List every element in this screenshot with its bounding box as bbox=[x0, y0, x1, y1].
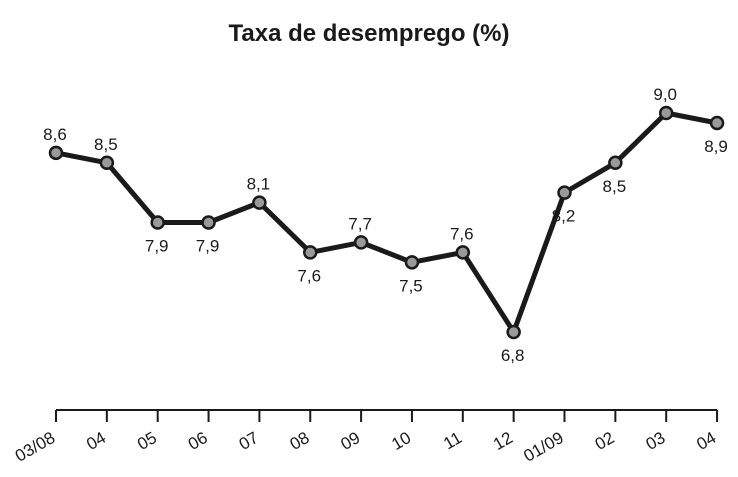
data-point bbox=[303, 245, 318, 260]
chart-title: Taxa de desemprego (%) bbox=[229, 20, 510, 47]
x-tick-label: 04 bbox=[693, 428, 719, 454]
data-label: 8,9 bbox=[704, 137, 728, 156]
data-point bbox=[201, 215, 216, 230]
data-label: 7,6 bbox=[450, 224, 474, 243]
data-point bbox=[608, 155, 623, 171]
x-tick-label: 12 bbox=[490, 428, 516, 454]
data-point bbox=[557, 185, 572, 200]
data-point bbox=[506, 324, 521, 340]
x-tick-label: 10 bbox=[388, 428, 414, 454]
series bbox=[48, 105, 725, 340]
x-tick-label: 11 bbox=[440, 428, 465, 453]
data-point bbox=[99, 155, 115, 171]
x-tick-label: 04 bbox=[83, 428, 109, 454]
x-tick-label: 07 bbox=[236, 428, 262, 454]
data-label: 8,1 bbox=[247, 175, 271, 194]
data-point bbox=[455, 245, 471, 260]
x-tick-label: 06 bbox=[185, 428, 211, 454]
data-label: 8,6 bbox=[43, 125, 67, 144]
data-label: 7,9 bbox=[145, 237, 169, 256]
x-axis: 03/08 04 05 06 07 08 09 10 11 12 01/09 02 03 04 bbox=[12, 409, 719, 466]
data-point bbox=[353, 235, 369, 250]
series-line bbox=[53, 110, 720, 335]
data-label: 7,7 bbox=[348, 214, 372, 233]
data-label: 7,5 bbox=[399, 276, 423, 295]
data-point bbox=[150, 215, 165, 230]
x-tick-label: 02 bbox=[592, 428, 618, 454]
data-point bbox=[404, 255, 420, 270]
x-tick-label: 09 bbox=[337, 428, 363, 454]
x-tick-label: 08 bbox=[287, 428, 313, 454]
data-point bbox=[658, 105, 674, 121]
data-point bbox=[252, 195, 267, 210]
data-label: 7,6 bbox=[297, 266, 321, 285]
data-label: 9,0 bbox=[653, 85, 677, 104]
x-tick-label: 01/09 bbox=[520, 428, 566, 466]
data-label: 6,8 bbox=[501, 346, 525, 365]
data-point bbox=[48, 145, 64, 161]
x-tick-label: 03/08 bbox=[12, 428, 58, 466]
data-label: 8,5 bbox=[94, 135, 118, 154]
data-label: 8,2 bbox=[552, 207, 576, 226]
data-label: 8,5 bbox=[603, 177, 627, 196]
x-tick-label: 05 bbox=[134, 428, 160, 454]
data-point bbox=[709, 115, 725, 131]
data-labels: 8,6 8,5 7,9 7,9 8,1 7,6 7,7 7,5 7,6 6,8 8,2 8,5 9,0 8… bbox=[43, 85, 728, 365]
data-label: 7,9 bbox=[196, 237, 220, 256]
x-tick-label: 03 bbox=[643, 428, 669, 454]
